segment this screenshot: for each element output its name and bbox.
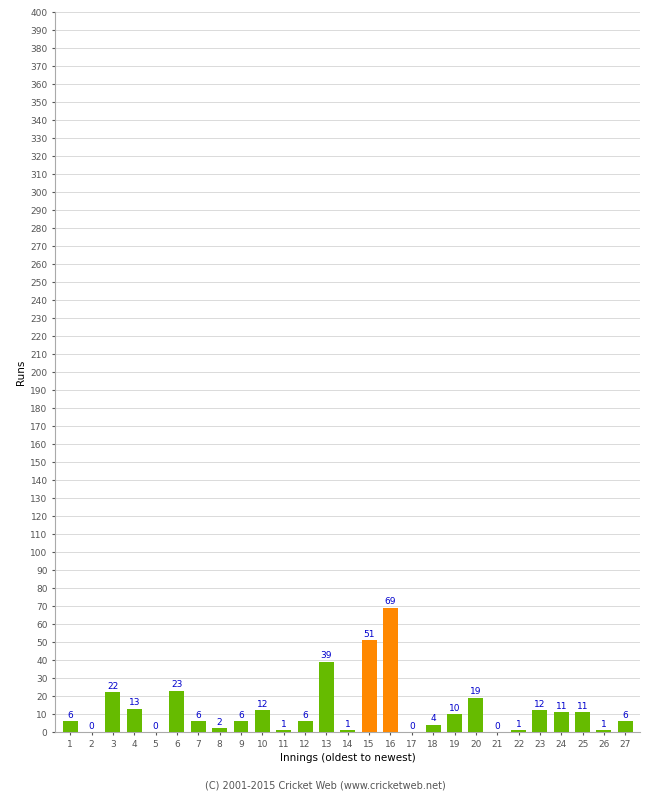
Y-axis label: Runs: Runs xyxy=(16,359,26,385)
Bar xyxy=(426,725,441,732)
Text: 1: 1 xyxy=(345,720,350,729)
Text: 6: 6 xyxy=(302,710,308,720)
X-axis label: Innings (oldest to newest): Innings (oldest to newest) xyxy=(280,753,415,763)
Bar xyxy=(233,722,248,732)
Text: 1: 1 xyxy=(601,720,607,729)
Text: 11: 11 xyxy=(556,702,567,710)
Bar xyxy=(255,710,270,732)
Text: 6: 6 xyxy=(196,710,201,720)
Bar xyxy=(341,730,355,732)
Text: 22: 22 xyxy=(107,682,118,691)
Bar xyxy=(191,722,206,732)
Text: 12: 12 xyxy=(257,700,268,709)
Bar xyxy=(276,730,291,732)
Text: (C) 2001-2015 Cricket Web (www.cricketweb.net): (C) 2001-2015 Cricket Web (www.cricketwe… xyxy=(205,781,445,790)
Text: 23: 23 xyxy=(171,680,183,689)
Text: 11: 11 xyxy=(577,702,588,710)
Bar xyxy=(447,714,462,732)
Text: 1: 1 xyxy=(281,720,287,729)
Bar xyxy=(532,710,547,732)
Bar xyxy=(212,728,227,732)
Bar xyxy=(62,722,77,732)
Text: 51: 51 xyxy=(363,630,375,638)
Text: 1: 1 xyxy=(515,720,521,729)
Text: 10: 10 xyxy=(448,703,460,713)
Bar xyxy=(319,662,334,732)
Text: 6: 6 xyxy=(68,710,73,720)
Bar xyxy=(618,722,633,732)
Text: 0: 0 xyxy=(495,722,500,730)
Text: 4: 4 xyxy=(430,714,436,723)
Text: 19: 19 xyxy=(470,687,482,696)
Text: 6: 6 xyxy=(238,710,244,720)
Text: 0: 0 xyxy=(409,722,415,730)
Bar xyxy=(511,730,526,732)
Bar xyxy=(361,640,376,732)
Bar xyxy=(597,730,612,732)
Bar xyxy=(298,722,313,732)
Bar xyxy=(105,692,120,732)
Text: 2: 2 xyxy=(217,718,222,727)
Bar xyxy=(469,698,484,732)
Bar xyxy=(575,712,590,732)
Bar xyxy=(170,690,185,732)
Bar xyxy=(554,712,569,732)
Bar xyxy=(383,608,398,732)
Text: 69: 69 xyxy=(385,598,396,606)
Text: 13: 13 xyxy=(129,698,140,707)
Text: 39: 39 xyxy=(320,651,332,660)
Text: 12: 12 xyxy=(534,700,545,709)
Text: 0: 0 xyxy=(153,722,159,730)
Bar xyxy=(127,709,142,732)
Text: 6: 6 xyxy=(623,710,628,720)
Text: 0: 0 xyxy=(88,722,94,730)
